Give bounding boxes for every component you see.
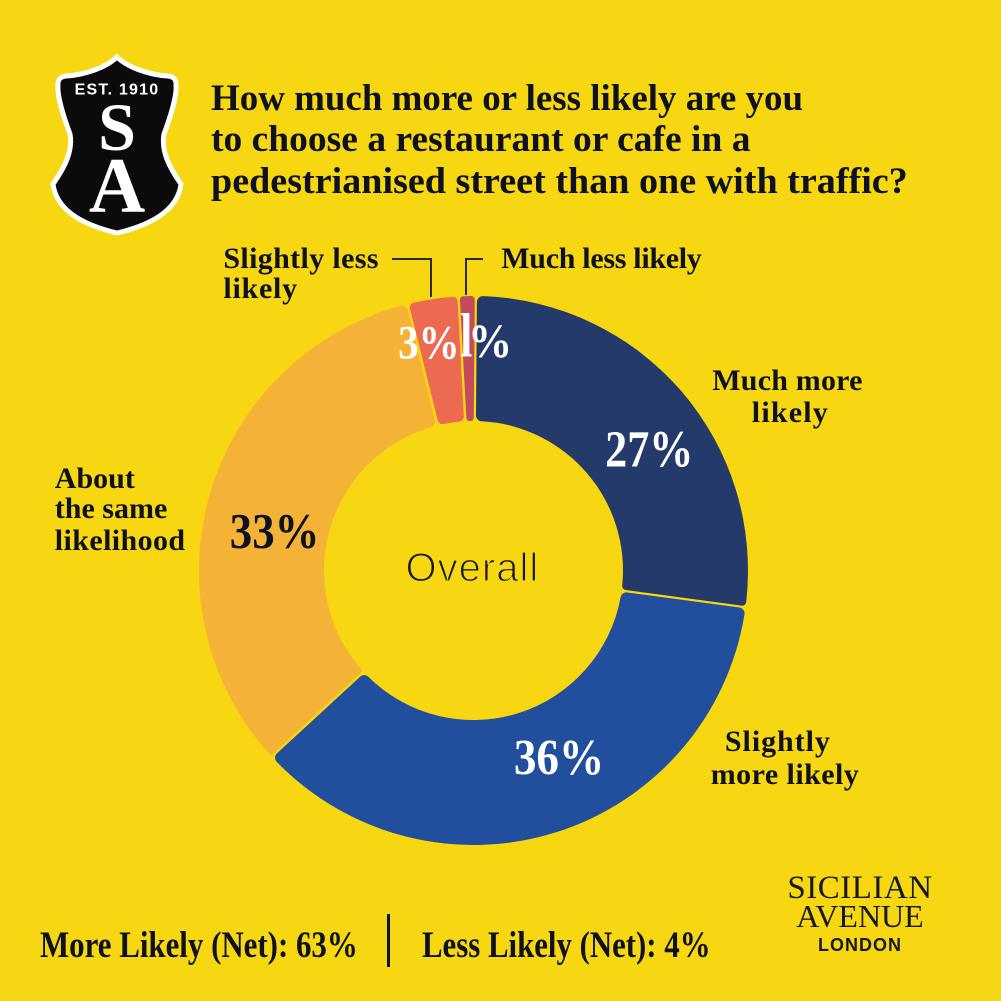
svg-text:EST. 1910: EST. 1910: [75, 82, 160, 99]
svg-text:l: l: [460, 301, 472, 371]
svg-text:A: A: [89, 142, 145, 229]
svg-text:36%: 36%: [514, 730, 604, 786]
svg-text:%: %: [468, 314, 512, 367]
svg-text:S: S: [98, 89, 136, 165]
svg-text:3%: 3%: [398, 315, 460, 369]
svg-text:27%: 27%: [605, 421, 693, 478]
svg-text:Overall: Overall: [406, 546, 540, 590]
svg-text:33%: 33%: [230, 504, 320, 559]
